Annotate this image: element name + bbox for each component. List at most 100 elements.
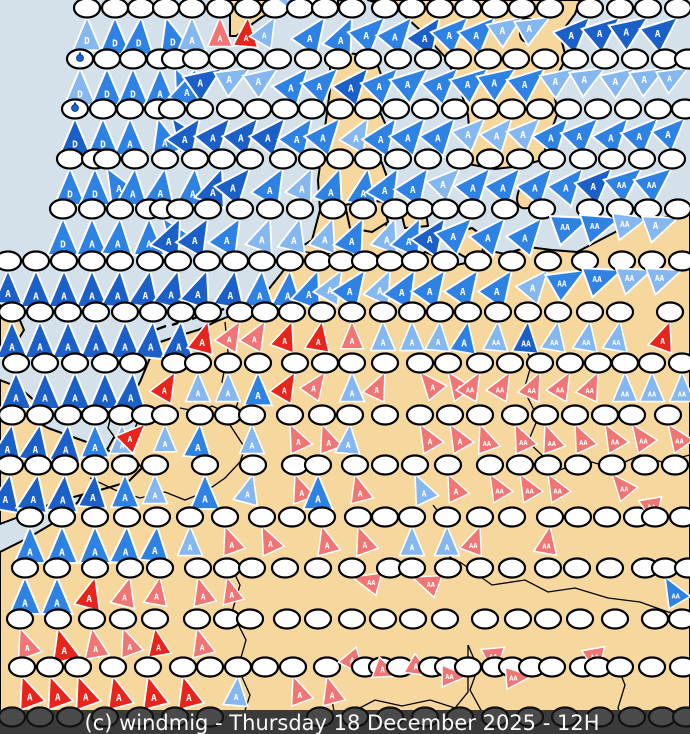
station-ellipse	[303, 557, 333, 579]
wind-pennant	[418, 370, 449, 402]
dimmed-wind-symbol	[617, 706, 647, 728]
pennant-letter: A	[665, 130, 671, 141]
pennant-letter: AA	[617, 181, 627, 190]
wind-pennant	[519, 472, 545, 504]
station-ellipse	[337, 352, 367, 374]
wind-pennant	[151, 267, 185, 312]
station-ellipse	[663, 0, 690, 19]
wind-pennant	[350, 572, 383, 597]
pennant-letter: A	[5, 445, 11, 456]
wind-pennant	[627, 66, 668, 99]
station-ellipse	[383, 48, 413, 70]
station-ellipse	[223, 656, 253, 678]
calm-symbol	[667, 608, 690, 630]
wind-pennant	[514, 268, 550, 307]
pennant-letter: AA	[611, 438, 620, 446]
station-ellipse	[497, 250, 527, 272]
pennant-letter: A	[61, 646, 67, 657]
wind-symbol: A	[374, 0, 427, 58]
wind-symbol: D	[52, 148, 88, 206]
wind-symbol: A	[109, 557, 145, 610]
wind-pennant	[631, 166, 674, 206]
wind-symbol: A	[182, 608, 217, 659]
wind-symbol: A	[646, 301, 685, 355]
wind-symbol: A	[640, 198, 690, 245]
wind-symbol: AA	[475, 454, 515, 504]
pennant-letter: A	[262, 32, 267, 41]
wind-symbol: A	[278, 656, 315, 708]
wind-symbol: A	[283, 148, 327, 206]
pennant-letter: A	[410, 185, 416, 196]
pennant-letter: AA	[585, 387, 594, 395]
station-ellipse	[318, 198, 348, 220]
station-ellipse	[55, 148, 85, 170]
calm-symbol	[303, 557, 333, 579]
pennant-letter: A	[259, 236, 265, 247]
dimmed-wind-symbol	[160, 706, 190, 728]
wind-pennant	[120, 626, 145, 660]
station-ellipse	[92, 148, 122, 170]
wind-pennant	[580, 267, 625, 299]
station-ellipse	[530, 48, 560, 70]
pennant-letter: A	[22, 599, 28, 610]
wind-symbol: A	[276, 98, 327, 159]
station-ellipse	[177, 0, 207, 19]
wind-symbol: A	[168, 656, 206, 711]
calm-symbol	[213, 404, 243, 426]
pennant-letter: AA	[639, 437, 648, 445]
wind-symbol: A	[0, 250, 24, 305]
calm-symbol	[630, 454, 660, 476]
pennant-letter: A	[63, 446, 69, 457]
pennant-letter: A	[285, 292, 291, 303]
station-ellipse	[150, 148, 180, 170]
station-ellipse	[275, 404, 305, 426]
wind-symbol: A	[0, 301, 30, 359]
wind-pennant	[369, 318, 397, 352]
wind-symbol: A	[654, 48, 690, 95]
pennant-letter: A	[405, 133, 411, 144]
station-ellipse	[562, 557, 592, 579]
station-ellipse	[303, 454, 333, 476]
station-ellipse	[340, 706, 370, 728]
pennant-letter: A	[255, 391, 261, 402]
calm-symbol	[563, 454, 593, 476]
station-ellipse	[405, 352, 435, 374]
pennant-letter: A	[93, 645, 98, 654]
wind-symbol: A	[16, 404, 55, 465]
wind-symbol: AA	[533, 454, 573, 504]
station-ellipse	[275, 250, 305, 272]
wind-pennant	[666, 422, 690, 455]
station-ellipse	[637, 250, 667, 272]
pennant-letter: A	[122, 594, 127, 603]
pennant-letter: A	[238, 133, 244, 144]
wind-pennant	[241, 66, 280, 101]
station-ellipse	[543, 301, 573, 323]
pennant-letter: D	[112, 39, 118, 50]
wind-symbol: A	[301, 454, 335, 511]
wind-symbol: A	[212, 148, 265, 209]
wind-symbol: A	[419, 48, 473, 107]
pennant-letter: AA	[579, 439, 588, 447]
wind-symbol: A	[361, 352, 400, 404]
calm-symbol	[433, 557, 463, 579]
pennant-letter: A	[186, 693, 192, 704]
station-ellipse	[453, 656, 483, 678]
dimmed-wind-symbol	[647, 706, 677, 728]
wind-pennant	[350, 472, 375, 505]
pennant-letter: A	[500, 183, 506, 194]
station-ellipse	[453, 301, 483, 323]
station-ellipse	[533, 454, 563, 476]
calm-symbol	[303, 608, 333, 630]
wind-pennant	[668, 369, 690, 403]
pennant-letter: AA	[527, 387, 536, 395]
calm-symbol	[270, 557, 300, 579]
station-ellipse	[212, 557, 242, 579]
station-ellipse	[383, 148, 413, 170]
station-ellipse	[90, 352, 120, 374]
dimmed-symbols-layer	[0, 706, 690, 728]
station-ellipse	[398, 608, 428, 630]
station-ellipse	[537, 656, 567, 678]
station-ellipse	[413, 48, 443, 70]
